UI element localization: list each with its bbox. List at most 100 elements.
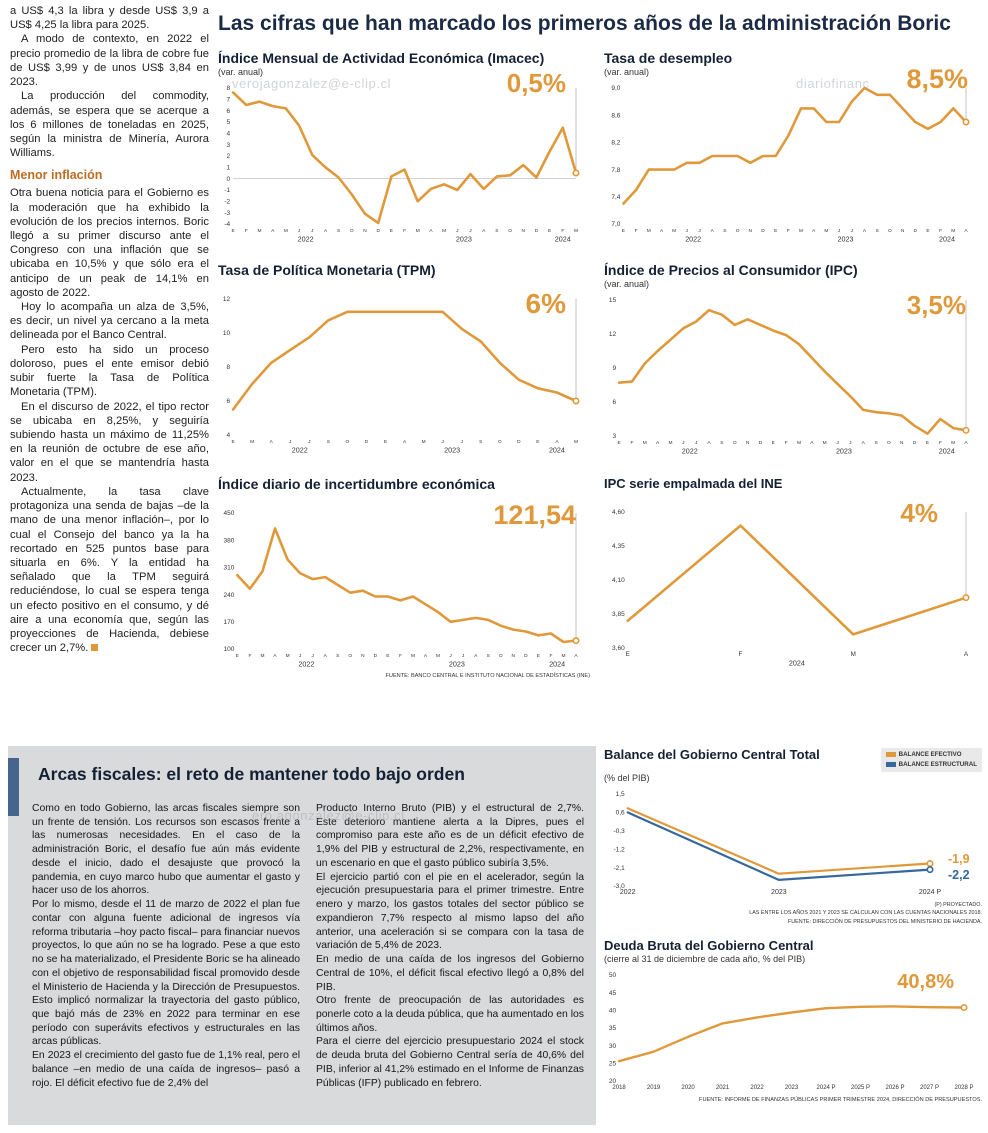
svg-text:O: O	[733, 440, 737, 446]
svg-text:310: 310	[224, 565, 235, 572]
svg-text:M: M	[260, 653, 264, 659]
svg-text:S: S	[876, 228, 879, 234]
svg-text:J: J	[682, 440, 685, 446]
svg-text:0,6: 0,6	[616, 809, 625, 816]
article-paragraph-text: Actualmente, la tasa clave protagoniza u…	[10, 485, 209, 655]
svg-text:S: S	[487, 653, 490, 659]
svg-text:M: M	[442, 228, 446, 234]
svg-text:2025 P: 2025 P	[851, 1085, 870, 1091]
svg-text:A: A	[964, 440, 968, 446]
chart-title: Índice Mensual de Actividad Económica (I…	[218, 50, 545, 66]
svg-text:N: N	[512, 653, 516, 659]
svg-text:J: J	[849, 440, 852, 446]
svg-text:N: N	[361, 653, 365, 659]
svg-text:J: J	[299, 653, 302, 659]
svg-text:2026 P: 2026 P	[886, 1085, 905, 1091]
svg-text:2024 P: 2024 P	[817, 1085, 836, 1091]
svg-text:J: J	[308, 439, 311, 445]
svg-text:F: F	[403, 228, 406, 234]
chart-balance: Balance del Gobierno Central Total BALAN…	[604, 747, 982, 926]
svg-text:F: F	[549, 653, 552, 659]
svg-text:F: F	[939, 228, 942, 234]
chart-title: Índice diario de incertidumbre económica	[218, 476, 495, 492]
svg-text:N: N	[522, 228, 526, 234]
svg-text:10: 10	[223, 330, 231, 337]
svg-text:E: E	[231, 439, 234, 445]
svg-text:E: E	[772, 440, 775, 446]
svg-text:170: 170	[224, 619, 235, 626]
article-paragraph: En medio de una caída de los ingresos de…	[316, 954, 584, 993]
series-end-label-efectivo: -1,9	[948, 851, 970, 866]
svg-text:F: F	[248, 653, 251, 659]
svg-text:A: A	[660, 228, 664, 234]
chart-callout-value: 3,5%	[906, 290, 966, 320]
svg-text:J: J	[838, 228, 841, 234]
svg-text:6: 6	[612, 399, 616, 406]
svg-text:D: D	[524, 653, 528, 659]
note-line: (P) PROYECTADO.	[934, 901, 982, 908]
svg-text:3,85: 3,85	[612, 611, 625, 618]
svg-text:A: A	[812, 228, 816, 234]
svg-text:3,60: 3,60	[612, 645, 625, 652]
end-of-article-marker	[91, 644, 99, 652]
fiscal-column-1: Como en todo Gobierno, las arcas fiscale…	[32, 802, 300, 1118]
svg-text:450: 450	[224, 510, 235, 517]
svg-text:M: M	[250, 439, 254, 445]
svg-text:J: J	[836, 440, 839, 446]
svg-text:2024 P: 2024 P	[919, 889, 942, 896]
svg-text:2024: 2024	[789, 659, 805, 668]
legend-entry-efectivo: BALANCE EFECTIVO	[885, 750, 977, 760]
svg-text:M: M	[257, 228, 261, 234]
svg-text:-3,0: -3,0	[613, 883, 625, 890]
svg-text:J: J	[695, 440, 698, 446]
svg-text:N: N	[363, 228, 367, 234]
svg-text:N: N	[900, 440, 904, 446]
svg-text:M: M	[647, 228, 651, 234]
svg-text:M: M	[951, 440, 955, 446]
svg-text:2024: 2024	[939, 447, 955, 456]
section-subhead: Menor inflación	[10, 168, 103, 183]
svg-text:N: N	[901, 228, 905, 234]
svg-text:2024: 2024	[549, 660, 565, 669]
svg-text:F: F	[561, 228, 564, 234]
source-note: FUENTE: INFORME DE FINANZAS PÚBLICAS PRI…	[699, 1097, 982, 1103]
svg-text:E: E	[774, 228, 777, 234]
chart-notes: (P) PROYECTADO. LAS ENTRE LOS AÑOS 2021 …	[604, 901, 982, 926]
chart-callout-value: 4%	[900, 498, 938, 528]
svg-text:9,0: 9,0	[611, 85, 620, 92]
svg-text:D: D	[913, 440, 917, 446]
svg-text:A: A	[403, 439, 407, 445]
svg-text:-3: -3	[224, 210, 230, 217]
svg-text:-1,2: -1,2	[613, 846, 625, 853]
svg-text:2019: 2019	[647, 1085, 661, 1091]
svg-text:-0,3: -0,3	[613, 828, 625, 835]
svg-text:7: 7	[226, 97, 230, 104]
svg-text:8: 8	[226, 85, 230, 92]
svg-text:12: 12	[223, 296, 231, 303]
svg-text:O: O	[888, 228, 892, 234]
chart-title: Deuda Bruta del Gobierno Central	[604, 938, 814, 953]
svg-text:F: F	[785, 440, 788, 446]
chart-title: Tasa de desempleo	[604, 50, 733, 66]
svg-text:J: J	[298, 228, 301, 234]
svg-text:E: E	[926, 440, 929, 446]
svg-text:S: S	[874, 440, 877, 446]
fiscal-column-2: Producto Interno Bruto (PIB) y el estruc…	[316, 802, 584, 1118]
svg-text:A: A	[964, 228, 968, 234]
svg-text:6: 6	[226, 108, 230, 115]
svg-text:2024: 2024	[939, 235, 955, 244]
svg-text:A: A	[862, 440, 866, 446]
svg-text:M: M	[561, 653, 565, 659]
svg-text:E: E	[390, 228, 393, 234]
svg-text:M: M	[574, 228, 578, 234]
svg-text:6: 6	[226, 398, 230, 405]
svg-text:D: D	[761, 228, 765, 234]
svg-text:O: O	[499, 653, 503, 659]
svg-text:7,0: 7,0	[611, 221, 620, 228]
chart-callout-value: 40,8%	[897, 971, 954, 993]
svg-text:O: O	[887, 440, 891, 446]
